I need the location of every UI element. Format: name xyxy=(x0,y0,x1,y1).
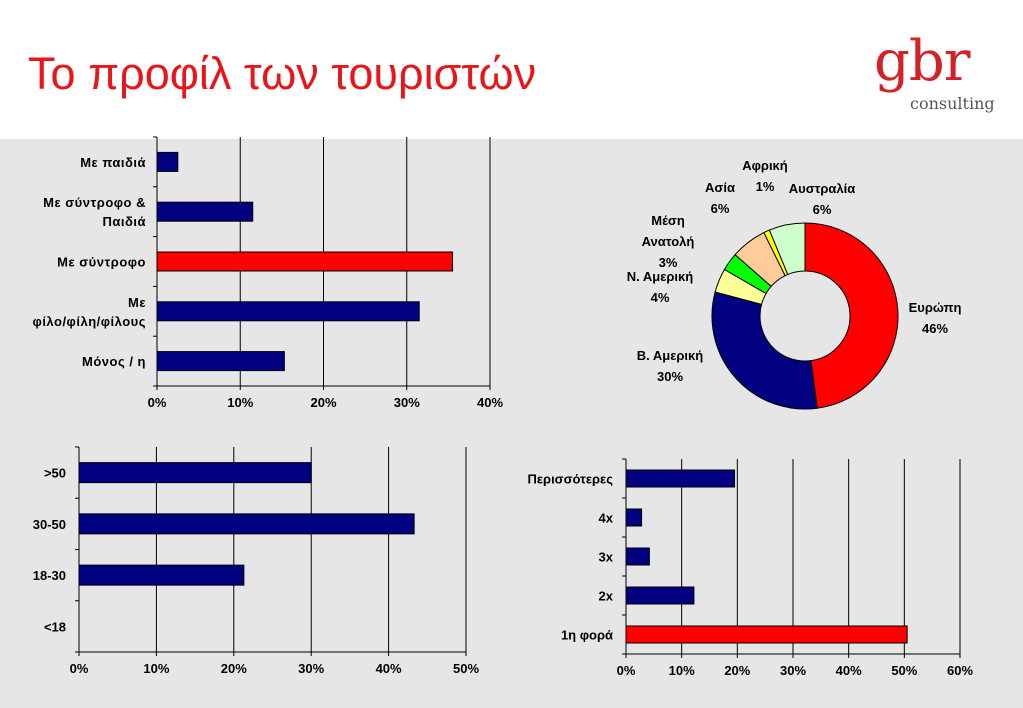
gbr-consulting-logo: gbr consulting xyxy=(872,34,1012,120)
category-label: Με παιδιά xyxy=(80,155,146,170)
bar xyxy=(625,508,643,527)
category-label: Με σύντροφο & Παιδιά xyxy=(43,195,146,229)
category-label: 3x xyxy=(599,550,614,565)
bar xyxy=(156,151,179,172)
bar xyxy=(625,469,736,488)
donut-slice xyxy=(804,222,899,409)
bar xyxy=(156,301,420,322)
x-tick-label: 60% xyxy=(947,663,973,678)
x-tick-label: 0% xyxy=(70,661,89,676)
x-tick-label: 30% xyxy=(780,663,806,678)
x-tick-label: 40% xyxy=(477,395,503,410)
category-label: <18 xyxy=(44,619,66,634)
category-label: Περισσότερες xyxy=(527,472,613,487)
slice-label: Αυστραλία 6% xyxy=(789,181,856,217)
x-tick-label: 30% xyxy=(394,395,420,410)
x-tick-label: 10% xyxy=(669,663,695,678)
bar xyxy=(625,586,695,605)
category-label: 2x xyxy=(599,589,614,604)
bar xyxy=(156,351,285,372)
charts-panel xyxy=(0,139,1023,708)
bar xyxy=(78,564,245,586)
category-label: 30-50 xyxy=(33,517,66,532)
bar xyxy=(78,513,415,535)
donut-slice xyxy=(711,291,818,410)
slice-label: Μέση Ανατολή 3% xyxy=(642,213,695,270)
slice-label: Αφρική 1% xyxy=(742,158,788,194)
x-tick-label: 40% xyxy=(376,661,402,676)
slice-label: Β. Αμερική 30% xyxy=(637,348,704,384)
bar xyxy=(156,251,454,272)
category-label: 18-30 xyxy=(33,568,66,583)
x-tick-label: 40% xyxy=(836,663,862,678)
logo-wordmark: gbr xyxy=(874,29,970,94)
x-tick-label: 20% xyxy=(724,663,750,678)
bar xyxy=(625,547,650,566)
x-tick-label: 10% xyxy=(143,661,169,676)
category-label: 4x xyxy=(599,511,614,526)
slice-label: Ν. Αμερική 4% xyxy=(627,269,694,305)
x-tick-label: 30% xyxy=(298,661,324,676)
x-tick-label: 10% xyxy=(227,395,253,410)
x-tick-label: 0% xyxy=(148,395,167,410)
x-tick-label: 0% xyxy=(617,663,636,678)
category-label: >50 xyxy=(44,466,66,481)
bar xyxy=(625,625,908,644)
category-label: Μόνος / η xyxy=(82,354,146,369)
category-label: Με σύντροφο xyxy=(57,255,146,270)
bar xyxy=(156,201,254,222)
x-tick-label: 20% xyxy=(221,661,247,676)
bar xyxy=(78,462,312,484)
donut-slice xyxy=(768,222,806,276)
slice-label: Ασία 6% xyxy=(705,180,735,216)
x-tick-label: 50% xyxy=(891,663,917,678)
x-tick-label: 50% xyxy=(453,661,479,676)
slice-label: Ευρώπη 46% xyxy=(909,300,962,336)
category-label: Με φίλο/φίλη/φίλους xyxy=(33,295,146,329)
x-tick-label: 20% xyxy=(310,395,336,410)
slide-title: Το προφίλ των τουριστών xyxy=(28,48,537,99)
logo-subtitle: consulting xyxy=(910,94,995,113)
category-label: 1η φορά xyxy=(561,628,613,643)
